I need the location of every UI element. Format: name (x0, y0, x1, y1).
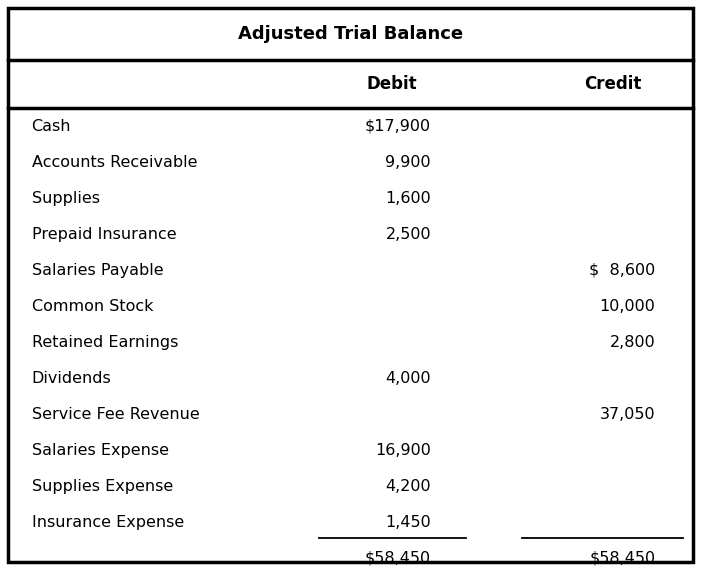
Text: Retained Earnings: Retained Earnings (32, 335, 178, 349)
Text: $17,900: $17,900 (365, 119, 431, 133)
Text: Common Stock: Common Stock (32, 299, 153, 314)
Text: 4,200: 4,200 (386, 478, 431, 494)
Text: 1,450: 1,450 (386, 515, 431, 530)
Text: 16,900: 16,900 (375, 442, 431, 458)
Text: 1,600: 1,600 (386, 190, 431, 206)
Text: Prepaid Insurance: Prepaid Insurance (32, 226, 176, 242)
Text: Supplies Expense: Supplies Expense (32, 478, 172, 494)
Text: 10,000: 10,000 (599, 299, 655, 314)
Text: Salaries Payable: Salaries Payable (32, 263, 163, 278)
Text: $  8,600: $ 8,600 (589, 263, 655, 278)
Text: 2,800: 2,800 (610, 335, 655, 349)
Text: Dividends: Dividends (32, 370, 111, 385)
Text: 37,050: 37,050 (600, 406, 655, 421)
Text: 9,900: 9,900 (386, 154, 431, 169)
Text: Credit: Credit (584, 75, 641, 93)
Text: Supplies: Supplies (32, 190, 100, 206)
Text: Debit: Debit (367, 75, 417, 93)
Text: $58,450: $58,450 (365, 551, 431, 565)
Text: Accounts Receivable: Accounts Receivable (32, 154, 197, 169)
Text: Cash: Cash (32, 119, 71, 133)
Text: Insurance Expense: Insurance Expense (32, 515, 184, 530)
Text: $58,450: $58,450 (590, 551, 655, 565)
Text: Adjusted Trial Balance: Adjusted Trial Balance (238, 25, 463, 43)
Text: 4,000: 4,000 (386, 370, 431, 385)
Text: 2,500: 2,500 (386, 226, 431, 242)
Text: Salaries Expense: Salaries Expense (32, 442, 168, 458)
Text: Service Fee Revenue: Service Fee Revenue (32, 406, 199, 421)
